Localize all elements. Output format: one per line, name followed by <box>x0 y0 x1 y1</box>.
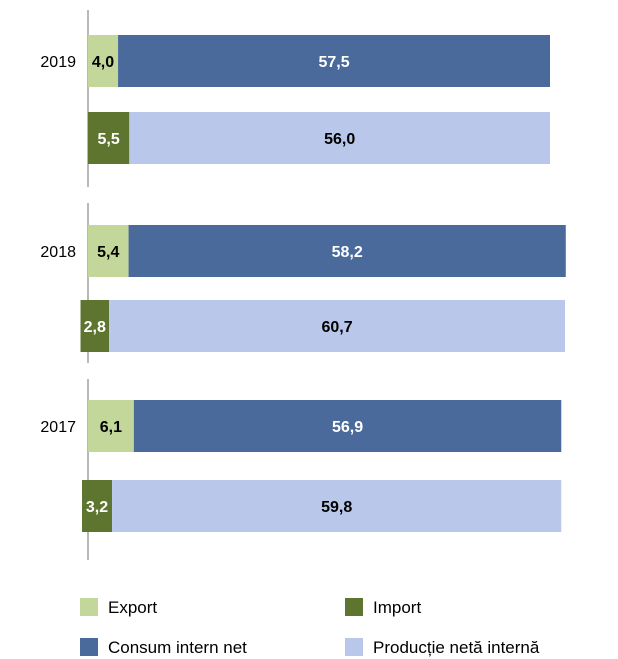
bars-layer: 4,0 57,5 5,5 56,0 5,4 58,2 2,8 60,7 6,1 56,9 3,2 59… <box>80 35 566 532</box>
bar-label-2018-import: 2,8 <box>84 319 106 336</box>
bar-label-2019-productie-neta-interna: 56,0 <box>324 131 355 148</box>
bar-label-2019-import: 5,5 <box>98 131 120 148</box>
bar-label-2017-import: 3,2 <box>86 499 108 516</box>
legend-swatch-productie-neta-interna <box>345 638 363 656</box>
year-label-2019: 2019 <box>40 54 76 71</box>
year-label-2018: 2018 <box>40 244 76 261</box>
bar-label-2017-consum-intern-net: 56,9 <box>332 419 363 436</box>
year-labels: 2019 2018 2017 <box>40 54 76 436</box>
bar-2017-export <box>88 400 134 452</box>
bar-2019-import <box>88 112 130 164</box>
bar-2018-import <box>80 300 110 352</box>
bar-2017-productie-neta-interna <box>112 480 562 532</box>
bar-label-2017-productie-neta-interna: 59,8 <box>321 499 352 516</box>
bar-label-2018-export: 5,4 <box>97 244 119 261</box>
legend-swatch-export <box>80 598 98 616</box>
legend-label-export: Export <box>108 598 157 617</box>
legend-label-productie-neta-interna: Producție netă internă <box>373 638 540 657</box>
bar-2019-export <box>88 35 119 87</box>
bar-label-2017-export: 6,1 <box>100 419 122 436</box>
legend-swatch-import <box>345 598 363 616</box>
bar-label-2018-productie-neta-interna: 60,7 <box>321 319 352 336</box>
year-label-2017: 2017 <box>40 419 76 436</box>
bar-2019-productie-neta-interna <box>129 112 550 164</box>
bar-2017-consum-intern-net <box>133 400 562 452</box>
bar-label-2019-consum-intern-net: 57,5 <box>318 54 349 71</box>
bar-2018-productie-neta-interna <box>109 300 566 352</box>
legend-swatch-consum-intern-net <box>80 638 98 656</box>
bar-2019-consum-intern-net <box>118 35 551 87</box>
legend-label-import: Import <box>373 598 421 617</box>
bar-label-2018-consum-intern-net: 58,2 <box>332 244 363 261</box>
bar-2018-consum-intern-net <box>128 225 566 277</box>
legend-label-consum-intern-net: Consum intern net <box>108 638 247 657</box>
bar-2018-export <box>88 225 129 277</box>
bar-label-2019-export: 4,0 <box>92 54 114 71</box>
bar-2017-import <box>82 480 113 532</box>
legend: Export Import Consum intern net Producție n… <box>80 598 540 657</box>
